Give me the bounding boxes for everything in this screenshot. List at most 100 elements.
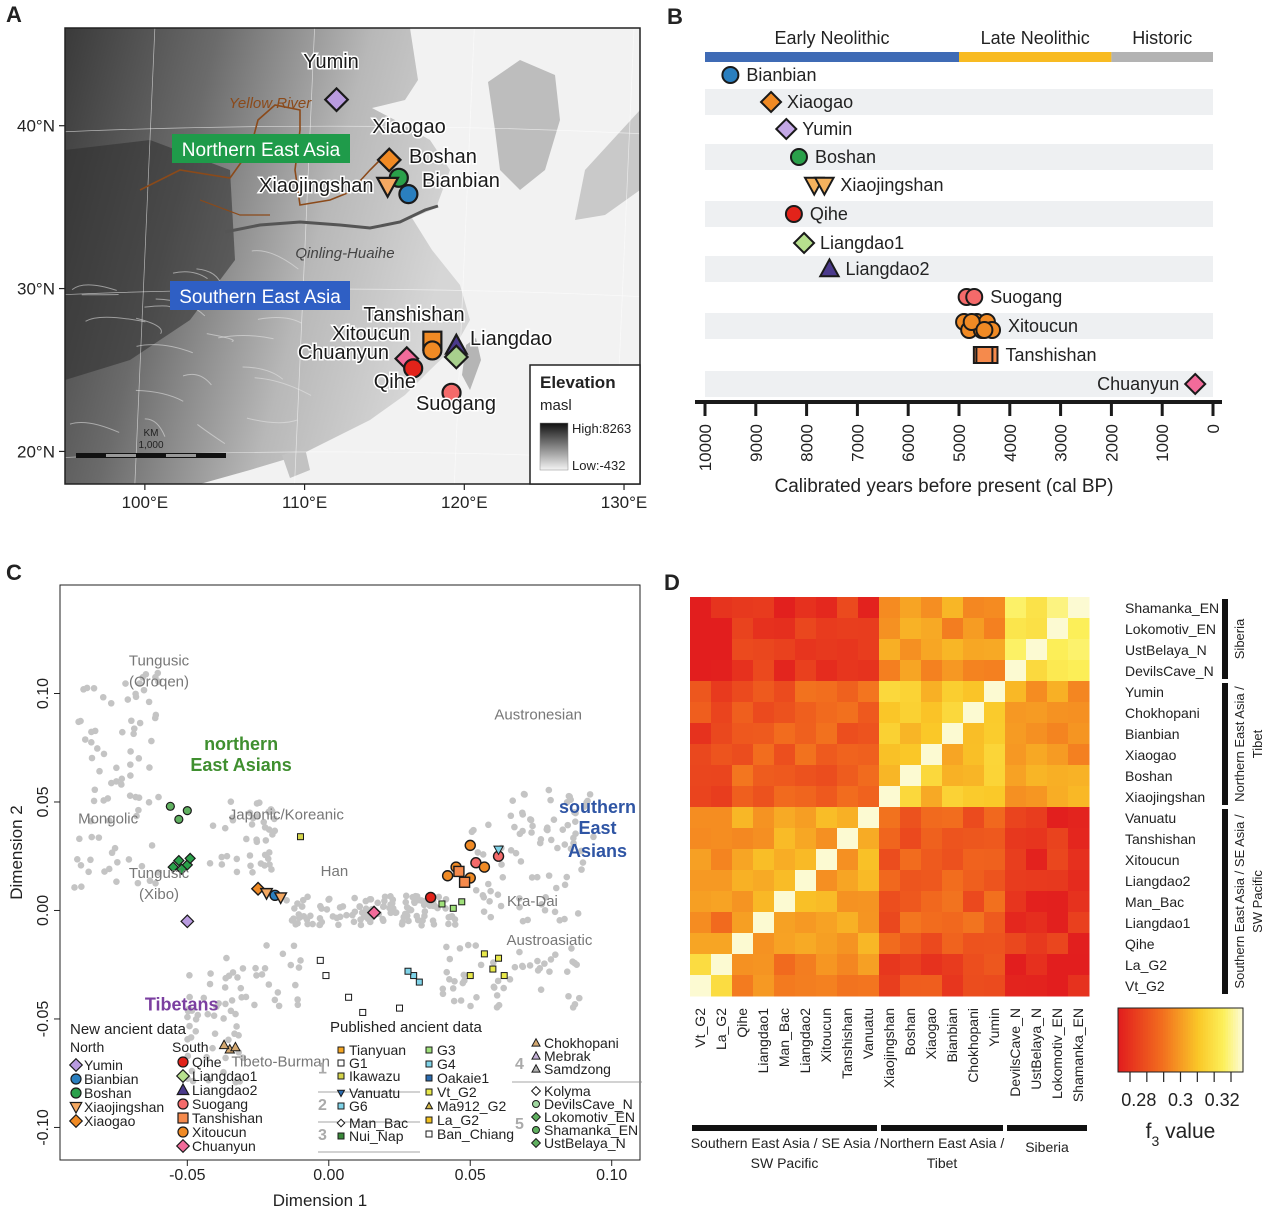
modern-sample-point [459, 979, 467, 987]
modern-sample-point [114, 858, 121, 866]
time-tick-label-7000: 7000 [848, 424, 867, 462]
site-marker-qihe [403, 358, 424, 379]
colorbar-segment [1195, 1008, 1199, 1072]
modern-sample-point [564, 821, 572, 829]
heatmap-cell [942, 891, 964, 913]
modern-sample-point [534, 957, 541, 965]
legend-label-chuanyun: Chuanyun [192, 1138, 256, 1154]
legend-marker-tianyuan [337, 1046, 345, 1054]
heatmap-cell [1068, 660, 1090, 682]
site-label-tanshishan: Tanshishan [363, 304, 464, 326]
heatmap-cell [732, 639, 754, 661]
heatmap-cell [1005, 912, 1027, 934]
modern-sample-point [99, 693, 107, 701]
modern-sample-point [451, 977, 458, 985]
row-group-bar-southern-east-asia-se-asia-sw-pacific [1222, 809, 1228, 994]
heatmap-cell [774, 744, 796, 766]
heatmap-cell [774, 702, 796, 724]
heatmap-cell [795, 702, 817, 724]
legend-marker-suogang [177, 1098, 189, 1110]
modern-sample-point [519, 917, 527, 925]
heatmap-cell [942, 639, 964, 661]
heatmap-cell [879, 807, 901, 829]
modern-sample-point [565, 992, 572, 1000]
graticule-line [453, 27, 475, 485]
modern-sample-point [541, 960, 548, 967]
heatmap-col-label-xitoucun: Xitoucun [818, 1008, 834, 1062]
heatmap-cell [732, 765, 754, 787]
ancient-south-marker [464, 839, 476, 852]
legend-marker-g1 [337, 1059, 345, 1067]
colorbar-tick-label: 0.32 [1205, 1090, 1240, 1110]
modern-sample-point [578, 866, 585, 873]
legend-marker-boshan [70, 1087, 82, 1099]
heatmap-cell [963, 681, 985, 703]
heatmap-cell [879, 702, 901, 724]
heatmap-cell [753, 639, 775, 661]
modern-sample-point [542, 893, 549, 901]
modern-sample-point [414, 916, 422, 924]
group-label-southern-line2: East [579, 818, 617, 838]
heatmap-cell [921, 807, 943, 829]
south-region-label: Southern East Asia [170, 281, 350, 310]
col-group-label-northern-east-asia-tibet-line2: Tibet [927, 1155, 958, 1171]
row-group-bar-northern-east-asia-tibet [1222, 683, 1228, 805]
modern-sample-point [379, 903, 387, 911]
modern-sample-point [518, 809, 526, 817]
modern-sample-point [420, 901, 428, 909]
colorbar-segment [1175, 1008, 1179, 1072]
row-group-label-southern-east-asia-se-asia-sw-pacific: Southern East Asia / SE Asia / [1232, 814, 1247, 989]
terrain-ridge [257, 317, 302, 324]
modern-sample-point [113, 778, 120, 785]
modern-sample-point [479, 851, 487, 858]
heatmap-cell [858, 828, 880, 850]
heatmap-cell [900, 744, 922, 766]
modern-sample-point [450, 997, 458, 1005]
modern-sample-point [405, 917, 412, 925]
heatmap-cell [795, 954, 817, 976]
chuanyun-marker [366, 905, 382, 920]
modern-sample-point [490, 983, 498, 991]
heatmap-cell [858, 765, 880, 787]
modern-sample-point [124, 696, 132, 703]
heatmap-cell [774, 849, 796, 871]
modern-sample-point [435, 893, 443, 901]
heatmap-cell [837, 912, 859, 934]
heatmap-cell [816, 597, 838, 619]
modern-sample-point [279, 950, 287, 958]
legend-group-number: 1 [318, 1061, 327, 1078]
scale-bar-segment [166, 454, 196, 457]
modern-sample-point [237, 984, 245, 992]
modern-sample-point [194, 1011, 202, 1019]
terrain-ridge [251, 250, 299, 270]
legend-marker-chokhopani [531, 1037, 541, 1047]
modern-sample-point [152, 880, 159, 887]
heatmap-cell [690, 891, 712, 913]
heatmap-cell [753, 723, 775, 745]
modern-sample-point [269, 831, 276, 838]
modern-sample-point [457, 997, 465, 1004]
heatmap-cell [879, 870, 901, 892]
timeline-label-suogang: Suogang [990, 287, 1062, 307]
modern-sample-point [559, 826, 567, 833]
heatmap-cell [1068, 828, 1090, 850]
modern-sample-point [494, 891, 502, 898]
modern-sample-point [188, 1007, 196, 1014]
heatmap-cell [1047, 849, 1069, 871]
modern-sample-point [379, 915, 386, 923]
terrain-ridge [206, 333, 234, 342]
heatmap-cell [816, 660, 838, 682]
legend-label-shamanka-en: Shamanka_EN [544, 1122, 638, 1138]
north-region-text: Northern East Asia [182, 140, 341, 161]
heatmap-cell [774, 954, 796, 976]
heatmap-cell [1005, 639, 1027, 661]
heatmap-cell [837, 744, 859, 766]
ancient-south-marker [478, 861, 491, 873]
terrain-ridge [71, 284, 117, 291]
legend-marker-bianbian [70, 1073, 82, 1085]
heatmap-cell [1047, 891, 1069, 913]
heatmap-cell [984, 639, 1006, 661]
heatmap-col-label-xiaojingshan: Xiaojingshan [881, 1008, 897, 1088]
heatmap-cell [942, 744, 964, 766]
heatmap-col-label-xiaogao: Xiaogao [923, 1008, 939, 1060]
